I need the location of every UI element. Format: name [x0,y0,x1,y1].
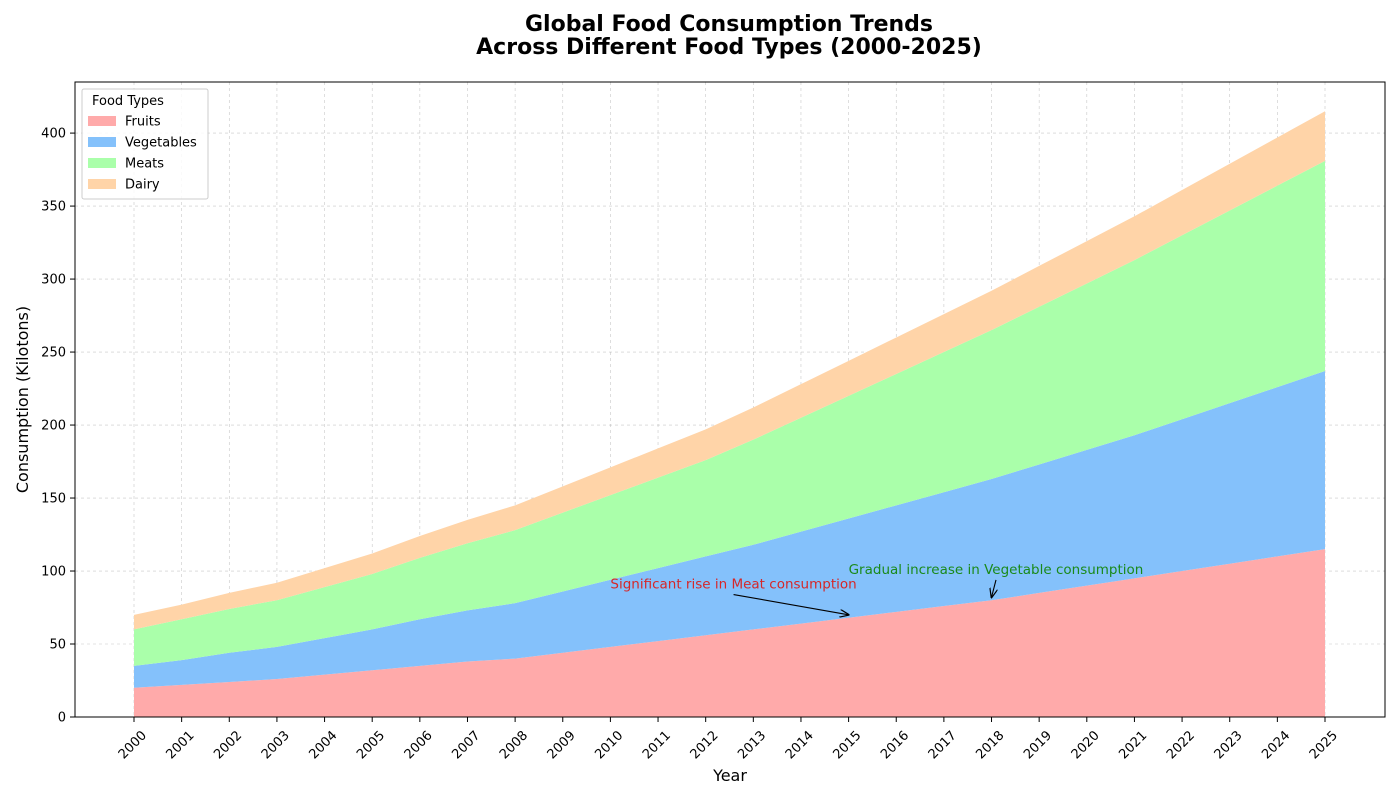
legend-label: Meats [125,157,164,172]
y-tick-label: 150 [41,492,66,507]
chart-title-line: Global Food Consumption Trends [525,12,933,37]
legend-label: Vegetables [125,136,197,151]
legend-swatch [88,116,116,126]
y-tick-label: 0 [58,711,66,726]
area-fruits [134,549,1325,717]
x-tick-label: 2002 [211,728,245,762]
x-tick-label: 2011 [640,728,674,762]
x-tick-label: 2018 [973,728,1007,762]
legend-swatch [88,179,116,189]
x-tick-label: 2022 [1164,728,1198,762]
x-tick-label: 2007 [449,728,483,762]
area-meats [134,160,1325,666]
x-tick-label: 2010 [592,728,626,762]
x-tick-label: 2025 [1307,728,1341,762]
y-axis-label: Consumption (Kilotons) [13,306,32,493]
x-axis-label: Year [712,766,747,785]
y-tick-label: 250 [41,346,66,361]
x-tick-label: 2019 [1021,728,1055,762]
x-tick-label: 2008 [497,728,531,762]
y-tick-label: 100 [41,565,66,580]
x-tick-label: 2014 [783,728,817,762]
y-tick-label: 200 [41,419,66,434]
x-tick-label: 2001 [164,728,198,762]
chart-title-line: Across Different Food Types (2000-2025) [476,35,982,60]
x-tick-label: 2015 [830,728,864,762]
x-tick-label: 2003 [259,728,293,762]
area-vegetables [134,371,1325,688]
x-tick-label: 2009 [545,728,579,762]
annotation-text: Gradual increase in Vegetable consumptio… [849,562,1144,578]
x-tick-label: 2016 [878,728,912,762]
x-tick-label: 2013 [735,728,769,762]
y-tick-label: 300 [41,273,66,288]
annotation-arrow [733,593,849,615]
x-tick-label: 2005 [354,728,388,762]
y-tick-label: 350 [41,200,66,215]
legend-label: Fruits [125,115,161,130]
legend-swatch [88,137,116,147]
x-tick-label: 2012 [688,728,722,762]
x-tick-label: 2024 [1259,728,1293,762]
x-tick-label: 2000 [116,728,150,762]
plot-frame [74,81,1386,718]
x-tick-label: 2021 [1116,728,1150,762]
x-tick-label: 2023 [1212,728,1246,762]
legend-title: Food Types [92,94,164,109]
annotation-arrow [992,579,996,597]
axis-labels: Year Consumption (Kilotons) [13,306,747,785]
x-tick-label: 2017 [926,728,960,762]
legend-swatch [88,158,116,168]
x-tick-label: 2004 [306,728,340,762]
stacked-areas [134,111,1325,717]
annotations: Significant rise in Meat consumptionGrad… [610,562,1143,615]
y-tick-label: 400 [41,127,66,142]
y-tick-label: 50 [49,638,66,653]
x-tick-label: 2006 [402,728,436,762]
x-tick-label: 2020 [1069,728,1103,762]
annotation-text: Significant rise in Meat consumption [610,577,856,593]
legend: Food Types Fruits Vegetables Meats Dairy [81,88,209,200]
legend-label: Dairy [125,178,160,193]
